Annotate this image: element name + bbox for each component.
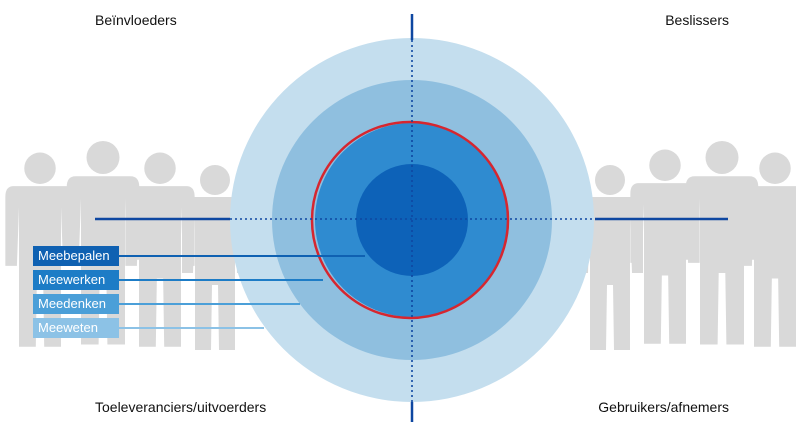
level-tag-meebepalen: Meebepalen — [33, 246, 119, 266]
label-toeleveranciers: Toeleveranciers/uitvoerders — [95, 399, 267, 415]
label-gebruikers: Gebruikers/afnemers — [598, 399, 729, 415]
level-tag-meeweten: Meeweten — [33, 318, 119, 338]
level-tag-meewerken: Meewerken — [33, 270, 119, 290]
label-beinvloeders: Beïnvloeders — [95, 12, 177, 28]
people-group-right-icon — [577, 141, 796, 350]
label-beslissers: Beslissers — [665, 12, 729, 28]
highlight-ring — [310, 120, 510, 320]
level-tag-meedenken: Meedenken — [33, 294, 119, 314]
